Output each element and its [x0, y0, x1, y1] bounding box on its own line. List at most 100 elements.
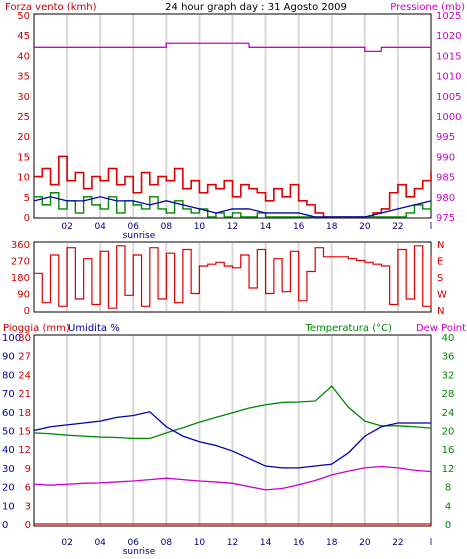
hour-tick-label: 20: [359, 538, 371, 548]
rain-tick-label: 30: [18, 333, 31, 344]
hour-tick-label: 22: [392, 538, 403, 548]
direction-degree-ticks: 0 90 180 270 360: [11, 240, 30, 317]
pressure-tick-label: 1025: [436, 11, 461, 22]
wind-tick-label: 30: [17, 92, 30, 103]
temp-panel-grid: [66, 336, 399, 525]
compass-tick-label: W: [437, 290, 447, 301]
temperature-tick-label: 12: [442, 464, 455, 475]
hour-tick-label: l: [430, 538, 433, 548]
wind-tick-label: 35: [17, 72, 30, 83]
hour-tick-label: 02: [61, 222, 72, 232]
humidity-tick-label: 90: [2, 352, 15, 363]
humidity-tick-label: 0: [2, 520, 8, 531]
temperature-tick-label: 36: [442, 352, 455, 363]
pressure-line: [34, 42, 431, 53]
temp-humidity-series: [33, 385, 432, 525]
hour-tick-label: 08: [161, 222, 173, 232]
hour-tick-label: 12: [227, 222, 238, 232]
hour-tick-label: 14: [260, 538, 272, 548]
rain-tick-label: 15: [18, 427, 31, 438]
rain-ticks: 0 3 6 9 12 15 18 21 24 27 30: [18, 333, 31, 531]
humidity-tick-label: 80: [2, 370, 15, 381]
temperature-tick-label: 20: [442, 427, 455, 438]
pressure-tick-label: 990: [436, 152, 455, 163]
rain-tick-label: 9: [25, 464, 31, 475]
pressure-tick-label: 995: [436, 132, 455, 143]
rain-tick-label: 21: [18, 389, 31, 400]
humidity-tick-label: 20: [2, 483, 15, 494]
wind-axis-label: Forza vento (kmh): [5, 2, 97, 13]
rain-tick-label: 18: [18, 408, 31, 419]
rain-tick-label: 24: [18, 370, 31, 381]
humidity-tick-label: 50: [2, 427, 15, 438]
dew-point-line: [33, 465, 432, 491]
direction-tick-label: 180: [11, 273, 30, 284]
humidity-ticks: 0 10 20 30 40 50 60 70 80 90 100: [2, 333, 21, 531]
hour-tick-label: 04: [94, 538, 106, 548]
temperature-tick-label: 40: [442, 333, 455, 344]
temperature-ticks: 0 4 8 12 16 20 24 28 32 36 40: [442, 333, 455, 531]
top-hour-ticks: 02 04 06 08 10 12 14 16 18 20 22 l: [61, 222, 432, 232]
hour-tick-label: 02: [61, 538, 72, 548]
dewpoint-axis-label: Dew Point: [416, 323, 466, 334]
wind-tick-label: 10: [17, 173, 30, 184]
pressure-tick-label: 1010: [436, 72, 461, 83]
hour-tick-label: 10: [194, 538, 206, 548]
rain-tick-label: 27: [18, 352, 31, 363]
temperature-tick-label: 8: [445, 483, 451, 494]
humidity-tick-label: 60: [2, 408, 15, 419]
pressure-ticks: 975 980 985 990 995 1000 1005 1010 1015 1020 1025: [436, 11, 461, 224]
humidity-axis-label: Umidita %: [68, 323, 120, 334]
temperature-tick-label: 32: [442, 370, 455, 381]
wind-tick-label: 25: [17, 112, 30, 123]
direction-tick-label: 270: [11, 257, 30, 268]
wind-tick-label: 20: [17, 132, 30, 143]
humidity-line: [33, 411, 431, 469]
hour-tick-label: 14: [260, 222, 272, 232]
compass-tick-label: N: [437, 306, 444, 317]
humidity-tick-label: 100: [2, 333, 21, 344]
hour-tick-label: 06: [128, 538, 140, 548]
hour-tick-label: 18: [326, 222, 338, 232]
pressure-tick-label: 1000: [436, 112, 461, 123]
hour-tick-label: 20: [359, 222, 371, 232]
temperature-tick-label: 0: [445, 520, 451, 531]
direction-tick-label: 0: [24, 306, 30, 317]
direction-tick-label: 90: [17, 290, 30, 301]
compass-tick-label: E: [437, 257, 443, 268]
wind-tick-label: 50: [17, 11, 30, 22]
hour-tick-label: 10: [194, 222, 206, 232]
hour-tick-label: 18: [326, 538, 338, 548]
direction-tick-label: 360: [11, 240, 30, 251]
humidity-tick-label: 10: [2, 501, 15, 512]
chart-title: 24 hour graph day : 31 Agosto 2009: [165, 2, 347, 13]
wind-pressure-series: [33, 42, 432, 218]
pressure-tick-label: 985: [436, 173, 455, 184]
pressure-tick-label: 975: [436, 213, 455, 224]
pressure-tick-label: 1015: [436, 51, 461, 62]
pressure-tick-label: 1020: [436, 31, 461, 42]
temperature-tick-label: 16: [442, 445, 455, 456]
wind-average-line: [33, 196, 432, 218]
wind-direction-series: [34, 245, 432, 309]
wind-tick-label: 5: [24, 193, 30, 204]
hour-tick-label: 08: [161, 538, 173, 548]
sunrise-label-bottom: sunrise: [123, 547, 156, 557]
temperature-tick-label: 28: [442, 389, 455, 400]
temperature-tick-label: 24: [442, 408, 455, 419]
hour-tick-label: 22: [392, 222, 403, 232]
hour-tick-label: 04: [94, 222, 106, 232]
hour-tick-label: 16: [293, 222, 305, 232]
humidity-tick-label: 70: [2, 389, 15, 400]
temperature-line: [33, 385, 432, 440]
hour-tick-label: 06: [128, 222, 140, 232]
hour-tick-label: l: [430, 222, 433, 232]
wind-tick-label: 40: [17, 51, 30, 62]
rain-tick-label: 6: [25, 483, 31, 494]
wind-tick-label: 15: [17, 152, 30, 163]
pressure-axis-label: Pressione (mb): [390, 2, 465, 13]
pressure-tick-label: 980: [436, 193, 455, 204]
rain-axis-label: Pioggia (mm): [3, 323, 70, 334]
